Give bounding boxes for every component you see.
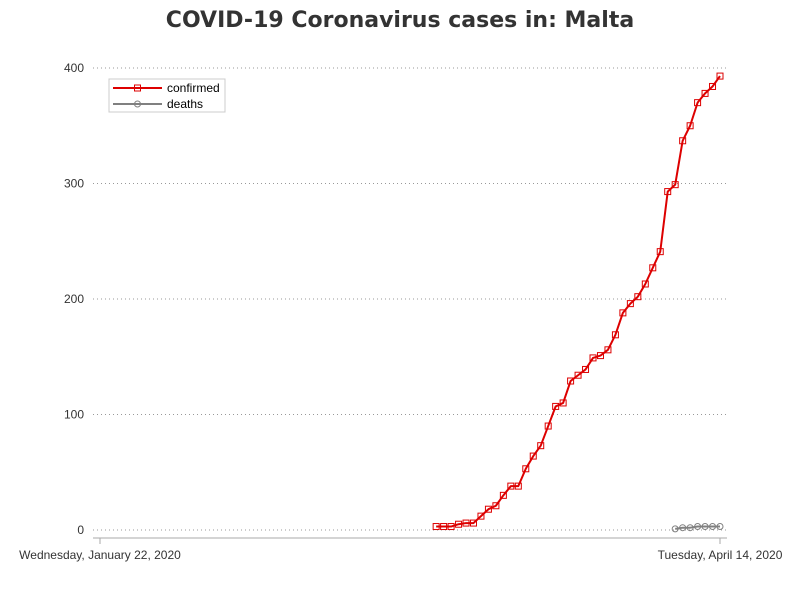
data-point-confirmed-2020-03-20 [529, 452, 537, 460]
data-point-confirmed-2020-03-18 [514, 482, 522, 490]
data-point-confirmed-2020-03-11 [462, 519, 470, 527]
data-point-confirmed-2020-04-11 [694, 99, 702, 107]
data-point-confirmed-2020-03-15 [492, 502, 500, 510]
data-point-deaths-2020-04-08 [671, 525, 679, 533]
data-point-confirmed-2020-03-22 [544, 422, 552, 430]
y-tick-label-200: 200 [64, 292, 84, 306]
data-point-confirmed-2020-03-17 [507, 482, 515, 490]
legend-box [108, 78, 226, 113]
data-point-confirmed-2020-03-30 [604, 346, 612, 354]
data-point-deaths-2020-04-12 [701, 523, 709, 531]
y-tick-label-0: 0 [77, 523, 84, 537]
data-point-deaths-2020-04-10 [686, 524, 694, 532]
data-point-confirmed-2020-04-14 [716, 72, 724, 80]
data-point-confirmed-2020-04-07 [664, 188, 672, 196]
data-point-confirmed-2020-03-13 [477, 512, 485, 520]
legend-marker-deaths [134, 100, 141, 108]
series-line-confirmed [436, 75, 721, 528]
legend-label-confirmed: confirmed [167, 81, 220, 95]
data-point-confirmed-2020-04-02 [626, 300, 634, 308]
data-point-confirmed-2020-03-28 [589, 354, 597, 362]
x-tick-label-end: Tuesday, April 14, 2020 [658, 548, 783, 562]
series-layer [432, 72, 724, 533]
legend-marker-confirmed [134, 84, 141, 92]
data-point-confirmed-2020-04-13 [709, 82, 717, 90]
y-tick-label-100: 100 [64, 408, 84, 422]
legend-label-deaths: deaths [167, 97, 203, 111]
series-line-deaths [675, 525, 720, 530]
data-point-confirmed-2020-04-01 [619, 309, 627, 317]
data-point-deaths-2020-04-11 [694, 523, 702, 531]
data-point-confirmed-2020-03-07 [432, 523, 440, 531]
data-point-confirmed-2020-04-03 [634, 293, 642, 301]
data-point-confirmed-2020-04-05 [649, 264, 657, 272]
data-point-deaths-2020-04-14 [716, 523, 724, 531]
data-point-confirmed-2020-03-21 [537, 442, 545, 450]
data-point-confirmed-2020-03-08 [440, 523, 448, 531]
x-tick-label-start: Wednesday, January 22, 2020 [19, 548, 181, 562]
data-point-deaths-2020-04-09 [679, 524, 687, 532]
data-point-confirmed-2020-03-29 [596, 352, 604, 360]
data-point-confirmed-2020-03-19 [522, 465, 530, 473]
data-point-confirmed-2020-03-27 [582, 365, 590, 373]
data-point-confirmed-2020-04-04 [641, 280, 649, 288]
data-point-confirmed-2020-03-31 [611, 331, 619, 339]
gridlines: 0 100 200 300 400 [64, 61, 727, 537]
data-point-deaths-2020-04-13 [709, 523, 717, 531]
data-point-confirmed-2020-03-12 [469, 519, 477, 527]
data-point-confirmed-2020-03-09 [447, 523, 455, 531]
data-point-confirmed-2020-04-09 [679, 137, 687, 145]
data-point-confirmed-2020-03-26 [574, 371, 582, 379]
legend: confirmed deaths [108, 78, 226, 113]
data-point-confirmed-2020-03-14 [484, 505, 492, 513]
data-point-confirmed-2020-03-10 [455, 520, 463, 528]
y-tick-label-300: 300 [64, 177, 84, 191]
data-point-confirmed-2020-04-06 [656, 248, 664, 256]
data-point-confirmed-2020-04-12 [701, 89, 709, 97]
data-point-confirmed-2020-03-16 [499, 491, 507, 499]
data-point-confirmed-2020-03-25 [567, 377, 575, 385]
data-point-confirmed-2020-03-24 [559, 399, 567, 407]
y-tick-label-400: 400 [64, 61, 84, 75]
data-point-confirmed-2020-04-10 [686, 122, 694, 130]
data-point-confirmed-2020-03-23 [552, 402, 560, 410]
axes: Wednesday, January 22, 2020 Tuesday, Apr… [19, 537, 783, 562]
data-point-confirmed-2020-04-08 [671, 181, 679, 189]
chart-title: COVID-19 Coronavirus cases in: Malta [165, 8, 635, 33]
